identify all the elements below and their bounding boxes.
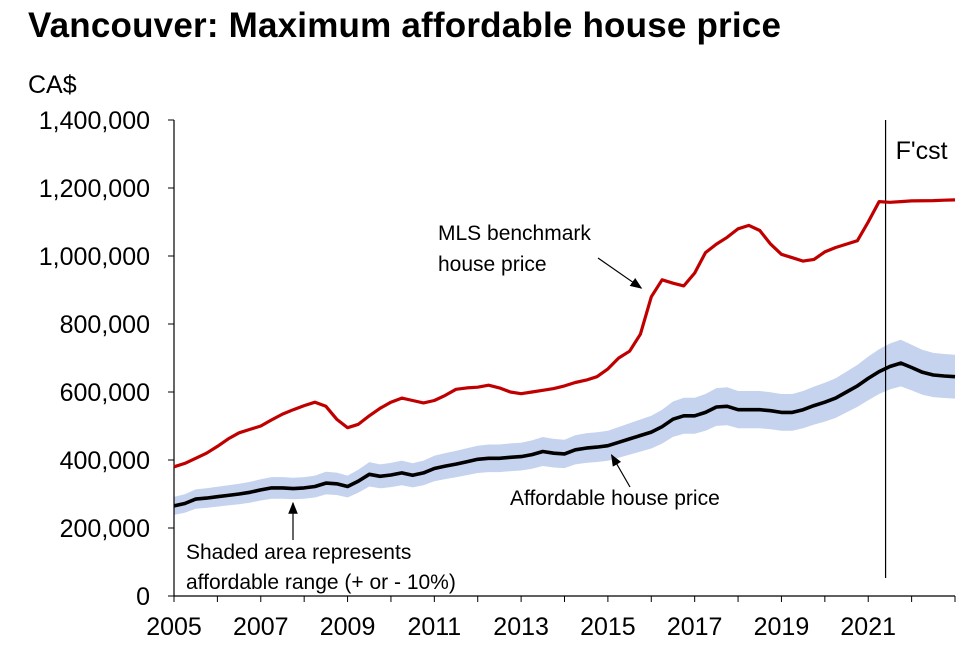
x-tick-label: 2013 xyxy=(493,613,549,641)
y-tick-label: 1,400,000 xyxy=(39,107,150,135)
y-tick-label: 800,000 xyxy=(60,311,150,339)
x-tick-label: 2009 xyxy=(320,613,376,641)
y-tick-label: 400,000 xyxy=(60,447,150,475)
x-tick-label: 2015 xyxy=(580,613,636,641)
mls-annotation-arrow xyxy=(597,257,643,289)
affordable-house-price-line xyxy=(173,361,956,508)
y-axis-unit-label: CA$ xyxy=(28,71,77,99)
y-tick-label: 0 xyxy=(136,583,150,611)
x-tick-label: 2011 xyxy=(407,613,461,641)
x-tick-label: 2021 xyxy=(840,613,896,641)
y-tick-label: 200,000 xyxy=(60,515,150,543)
x-tick-label: 2007 xyxy=(233,613,289,641)
x-tick-label: 2017 xyxy=(667,613,723,641)
mls-annotation-text: MLS benchmark xyxy=(438,222,591,245)
y-tick-label: 600,000 xyxy=(60,379,150,407)
forecast-label: F'cst xyxy=(896,137,948,165)
affordable-range-band xyxy=(174,339,955,515)
y-tick-label: 1,000,000 xyxy=(39,243,150,271)
shaded-area-annotation-text: affordable range (+ or - 10%) xyxy=(186,571,456,594)
affordable-annotation-text: Affordable house price xyxy=(510,487,720,510)
shaded-area-annotation-text: Shaded area represents xyxy=(186,541,411,564)
chart-title: Vancouver: Maximum affordable house pric… xyxy=(28,6,782,45)
x-tick-label: 2019 xyxy=(754,613,810,641)
affordable-annotation-arrow xyxy=(610,453,631,488)
mls-annotation-text: house price xyxy=(438,253,547,276)
mls-benchmark-price-line xyxy=(173,198,956,469)
y-tick-label: 1,200,000 xyxy=(39,175,150,203)
x-tick-label: 2005 xyxy=(146,613,202,641)
